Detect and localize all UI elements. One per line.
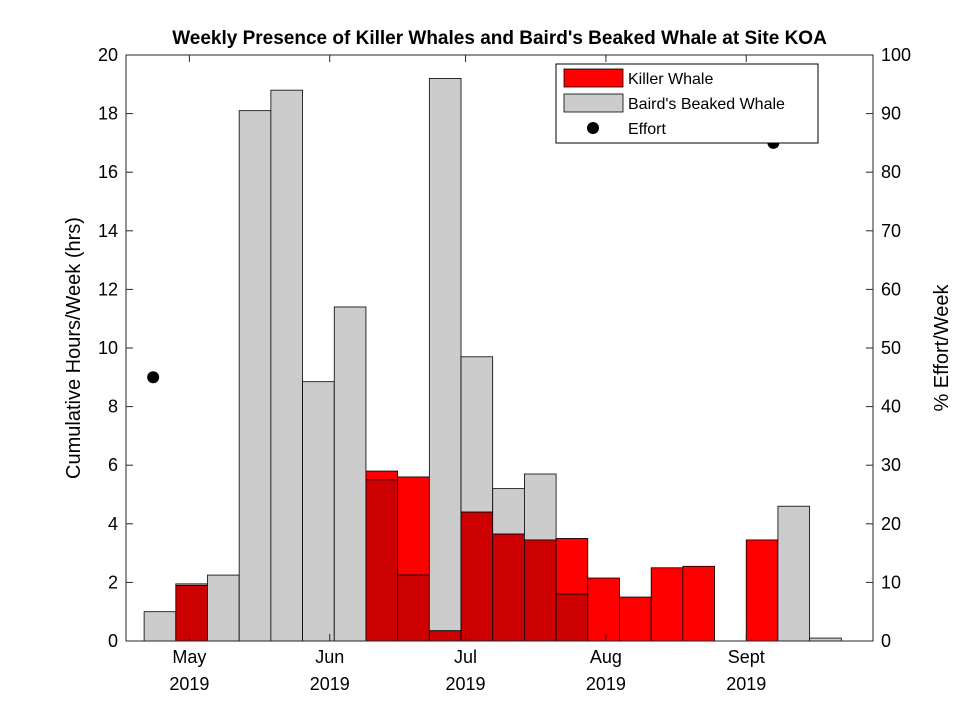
y-tick-label-right: 40 — [881, 397, 901, 417]
y-tick-label-left: 8 — [108, 397, 118, 417]
y-tick-label-left: 12 — [98, 279, 118, 299]
bairds-beaked-whale-bar — [207, 574, 240, 642]
y-tick-label-right: 10 — [881, 572, 901, 592]
killer-whale-bar — [397, 476, 430, 576]
killer-whale-bar — [619, 596, 652, 642]
x-tick-label-year: 2019 — [169, 674, 209, 694]
bairds-beaked-whale-bar — [524, 473, 557, 541]
bairds-beaked-whale-bar — [270, 89, 303, 642]
overlap-bar — [397, 574, 430, 642]
y-tick-label-left: 14 — [98, 221, 118, 241]
legend-dot — [587, 122, 599, 134]
x-tick-label-year: 2019 — [726, 674, 766, 694]
killer-whale-bar — [682, 565, 715, 642]
x-tick-label-month: May — [172, 647, 206, 667]
y-tick-label-right: 90 — [881, 104, 901, 124]
legend-swatch — [563, 68, 624, 88]
y-tick-label-left: 2 — [108, 572, 118, 592]
y-tick-label-right: 0 — [881, 631, 891, 651]
killer-whale-bar — [587, 577, 620, 642]
overlap-bar — [492, 533, 525, 642]
effort-point — [147, 371, 160, 384]
y-axis-label-right: % Effort/Week — [931, 283, 953, 411]
x-tick-label-year: 2019 — [586, 674, 626, 694]
bairds-beaked-whale-bar — [492, 488, 525, 535]
y-tick-label-right: 60 — [881, 279, 901, 299]
y-tick-label-right: 100 — [881, 45, 911, 65]
overlap-bar — [175, 584, 208, 642]
bairds-beaked-whale-bar — [428, 78, 462, 632]
y-tick-label-left: 20 — [98, 45, 118, 65]
killer-whale-bar — [555, 538, 589, 595]
overlap-bar — [555, 593, 589, 642]
y-axis-label-left: Cumulative Hours/Week (hrs) — [63, 217, 85, 479]
overlap-bar — [524, 539, 557, 642]
y-tick-label-right: 80 — [881, 162, 901, 182]
bairds-beaked-whale-bar — [143, 611, 177, 642]
x-tick-label-year: 2019 — [446, 674, 486, 694]
chart-title: Weekly Presence of Killer Whales and Bai… — [172, 28, 827, 49]
killer-whale-bar — [745, 539, 779, 642]
overlap-bar — [460, 511, 494, 642]
y-tick-label-right: 20 — [881, 514, 901, 534]
x-tick-label-month: Jun — [315, 647, 344, 667]
bairds-beaked-whale-bar — [302, 381, 335, 642]
x-tick-label-month: Aug — [590, 647, 622, 667]
y-tick-label-right: 30 — [881, 455, 901, 475]
axes-layer: 0 2 4 6 8 10 12 14 16 18 20 0 10 20 30 40 50 60 70 80 90 100 M… — [98, 45, 911, 694]
bairds-beaked-whale-bar — [238, 110, 272, 642]
legend-label: Effort — [628, 121, 667, 138]
overlap-bar — [428, 630, 462, 642]
legend-swatch — [563, 93, 624, 113]
legend: Killer Whale Baird's Beaked Whale Effort — [555, 63, 819, 144]
legend-label: Killer Whale — [628, 71, 713, 88]
x-tick-label-year: 2019 — [310, 674, 350, 694]
y-tick-label-left: 0 — [108, 631, 118, 651]
y-tick-label-right: 50 — [881, 338, 901, 358]
y-tick-label-left: 18 — [98, 104, 118, 124]
bairds-beaked-whale-bar — [460, 356, 494, 513]
x-tick-label-month: Jul — [454, 647, 477, 667]
bars-layer — [143, 78, 842, 642]
bairds-beaked-whale-bar — [333, 306, 367, 642]
y-tick-label-left: 6 — [108, 455, 118, 475]
overlap-bar — [365, 479, 399, 642]
killer-whale-bar — [365, 470, 399, 481]
x-tick-label-month: Sept — [728, 647, 765, 667]
killer-whale-bar — [650, 567, 684, 642]
y-tick-label-left: 10 — [98, 338, 118, 358]
legend-label: Baird's Beaked Whale — [628, 96, 785, 113]
bairds-beaked-whale-bar — [777, 505, 811, 642]
y-tick-label-left: 16 — [98, 162, 118, 182]
y-tick-label-right: 70 — [881, 221, 901, 241]
y-tick-label-left: 4 — [108, 514, 118, 534]
